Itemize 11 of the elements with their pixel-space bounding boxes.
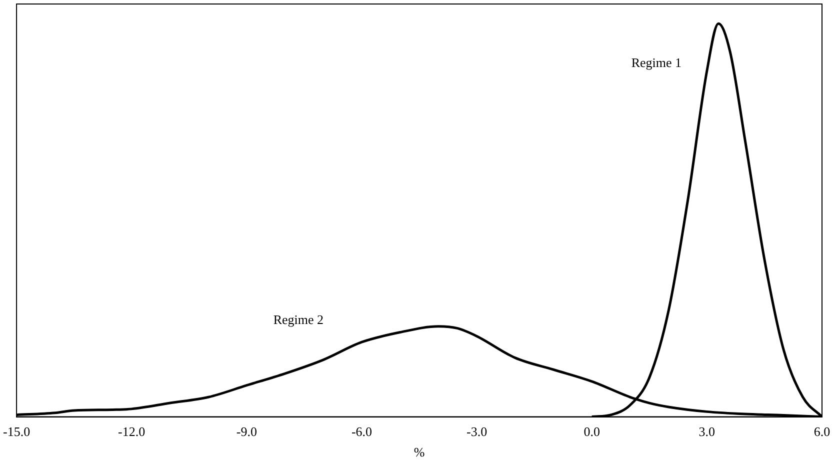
x-tick-label: -9.0 [236, 424, 257, 440]
series-label: Regime 1 [631, 55, 682, 70]
text: Regime 2 [273, 312, 324, 327]
x-tick-label: -6.0 [351, 424, 372, 440]
x-axis-title: % [414, 444, 425, 460]
x-tick-label: -12.0 [118, 424, 146, 440]
x-tick-label: 0.0 [584, 424, 600, 440]
x-tick-label: -15.0 [2, 424, 30, 440]
x-tick-label: -3.0 [466, 424, 488, 440]
x-tick-label: 3.0 [698, 424, 716, 440]
x-tick-label: 6.0 [814, 424, 830, 440]
